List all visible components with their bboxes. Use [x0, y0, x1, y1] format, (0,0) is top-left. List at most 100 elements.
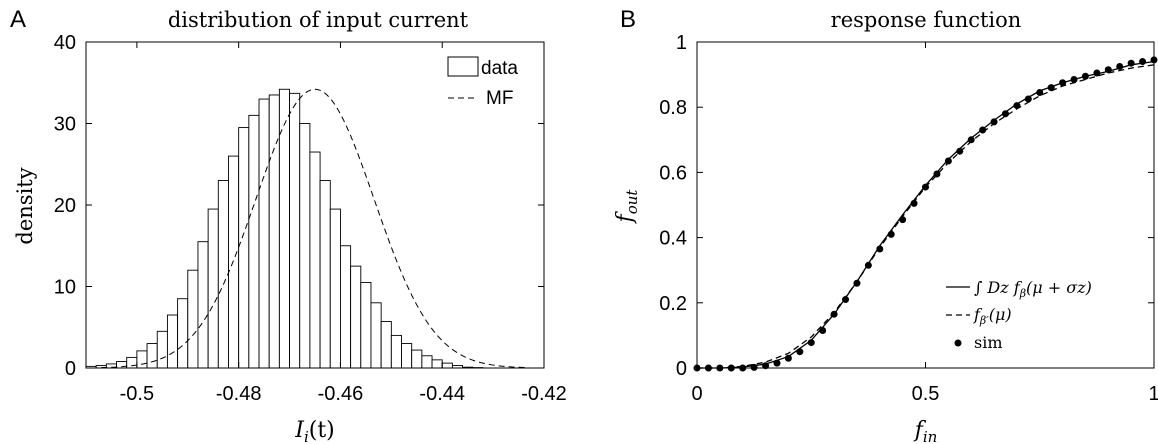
histogram-bar — [319, 180, 331, 369]
legend-fbeta-label: fβ′(μ) — [973, 305, 1012, 327]
sim-point — [819, 327, 827, 335]
sim-point — [1013, 102, 1021, 110]
histogram-bar — [136, 350, 148, 369]
sim-point — [842, 296, 850, 304]
panel-b-y-tick-label: 0.2 — [659, 293, 687, 315]
panel-b-y-tick-label: 1 — [676, 32, 687, 54]
panel-b-title: response function — [831, 8, 1022, 32]
sim-point — [796, 348, 804, 356]
histogram-bar — [248, 114, 260, 369]
panel-b: B response function fout fin 0 0.5 1 00.20… — [613, 6, 1158, 444]
histogram-bar — [258, 98, 270, 369]
histogram-bar — [197, 241, 209, 369]
histogram-bar — [339, 245, 352, 369]
panel-a-y-tick-label: 40 — [54, 32, 76, 54]
sim-point — [1047, 84, 1055, 92]
panel-a-legend: data MF — [447, 56, 518, 109]
histogram-bar — [390, 334, 402, 369]
histogram-bar — [401, 343, 413, 369]
panel-a-x-tick-label: -0.48 — [216, 383, 262, 405]
panel-b-x-tick-label: 1 — [1148, 383, 1158, 405]
legend-sim-marker — [954, 339, 962, 347]
histogram-bar — [360, 281, 372, 369]
panel-a-y-tick-label: 10 — [54, 277, 76, 299]
sim-point — [1070, 75, 1078, 83]
panel-b-x-axis-label: fin — [913, 418, 938, 444]
panel-a-letter: A — [10, 6, 26, 33]
fbeta-prime-curve — [697, 64, 1155, 369]
sim-point — [1036, 89, 1044, 97]
histogram-bar — [289, 92, 301, 369]
histogram-bar — [207, 208, 219, 369]
histogram-bar — [156, 330, 168, 369]
panel-b-y-tick-label: 0 — [676, 358, 687, 380]
panel-a-x-axis-label: Ii(t) — [294, 418, 335, 444]
sim-point — [876, 245, 884, 253]
sim-point — [807, 339, 815, 347]
legend-data-swatch — [447, 56, 479, 77]
sim-point — [830, 310, 838, 318]
panel-b-x-tick-label: 0.5 — [912, 383, 940, 405]
histogram-bar — [187, 269, 199, 369]
panel-a-y-tick-label: 0 — [65, 358, 76, 380]
sim-point — [944, 157, 952, 165]
sim-point — [967, 136, 975, 144]
sim-point — [887, 230, 895, 238]
sim-point — [956, 147, 964, 155]
panel-a: A distribution of input current density … — [10, 6, 567, 444]
panel-a-y-ticks: 0 10 20 30 40 — [54, 32, 544, 380]
panel-b-y-tick-label: 0.4 — [659, 228, 687, 250]
panel-a-y-tick-label: 20 — [54, 195, 76, 217]
histogram-bar — [299, 123, 311, 369]
histogram-bar — [329, 208, 341, 369]
sim-point — [784, 354, 792, 362]
panel-a-x-tick-label: -0.5 — [120, 383, 154, 405]
panel-a-y-axis-label: density — [13, 167, 37, 244]
histogram-bar — [268, 94, 280, 369]
sim-point — [1104, 66, 1112, 74]
sim-point — [1024, 95, 1032, 103]
histogram-bar — [177, 298, 189, 369]
histogram-bar — [350, 265, 362, 369]
sim-point — [1059, 79, 1067, 87]
sim-point — [979, 126, 987, 134]
panel-b-y-ticks: 0 0.2 0.4 0.6 0.8 1 — [659, 32, 1154, 380]
legend-data-label: data — [481, 58, 518, 79]
sim-point — [899, 216, 907, 224]
histogram-bar — [370, 302, 382, 369]
panel-b-y-tick-label: 0.6 — [659, 162, 687, 184]
integral-curve — [697, 60, 1155, 369]
panel-b-legend: ∫ Dz fβ(μ + σz) fβ′(μ) sim — [946, 278, 1092, 352]
histogram-bar — [431, 359, 443, 369]
panel-a-histogram — [85, 88, 484, 369]
sim-point — [1116, 62, 1124, 70]
panel-b-y-tick-label: 0.8 — [659, 97, 687, 119]
panel-b-letter: B — [620, 6, 636, 33]
panel-a-x-tick-label: -0.44 — [419, 383, 465, 405]
sim-point — [773, 359, 781, 367]
panel-a-y-tick-label: 30 — [54, 114, 76, 136]
sim-point — [762, 362, 770, 370]
panel-a-mf-curve — [101, 88, 529, 369]
panel-b-y-axis-label: fout — [613, 189, 641, 225]
histogram-bar — [411, 349, 423, 369]
panel-b-series — [693, 56, 1158, 372]
panel-a-x-tick-label: -0.46 — [318, 383, 364, 405]
sim-point — [922, 183, 929, 191]
sim-point — [1081, 72, 1089, 80]
sim-point — [990, 118, 998, 126]
sim-point — [1001, 110, 1009, 118]
sim-point — [853, 279, 861, 287]
panel-a-title: distribution of input current — [168, 8, 469, 32]
sim-point — [1139, 58, 1147, 66]
histogram-bar — [309, 151, 321, 369]
sim-point — [750, 363, 758, 371]
panel-b-x-ticks: 0 0.5 1 — [691, 42, 1158, 405]
legend-sim-label: sim — [974, 333, 1003, 352]
sim-point — [1127, 59, 1135, 67]
panel-a-x-ticks: -0.5 -0.48 -0.46 -0.44 -0.42 — [120, 42, 567, 405]
histogram-bar — [228, 155, 240, 369]
legend-integral-label: ∫ Dz fβ(μ + σz) — [974, 278, 1092, 300]
sim-point — [1093, 69, 1101, 77]
